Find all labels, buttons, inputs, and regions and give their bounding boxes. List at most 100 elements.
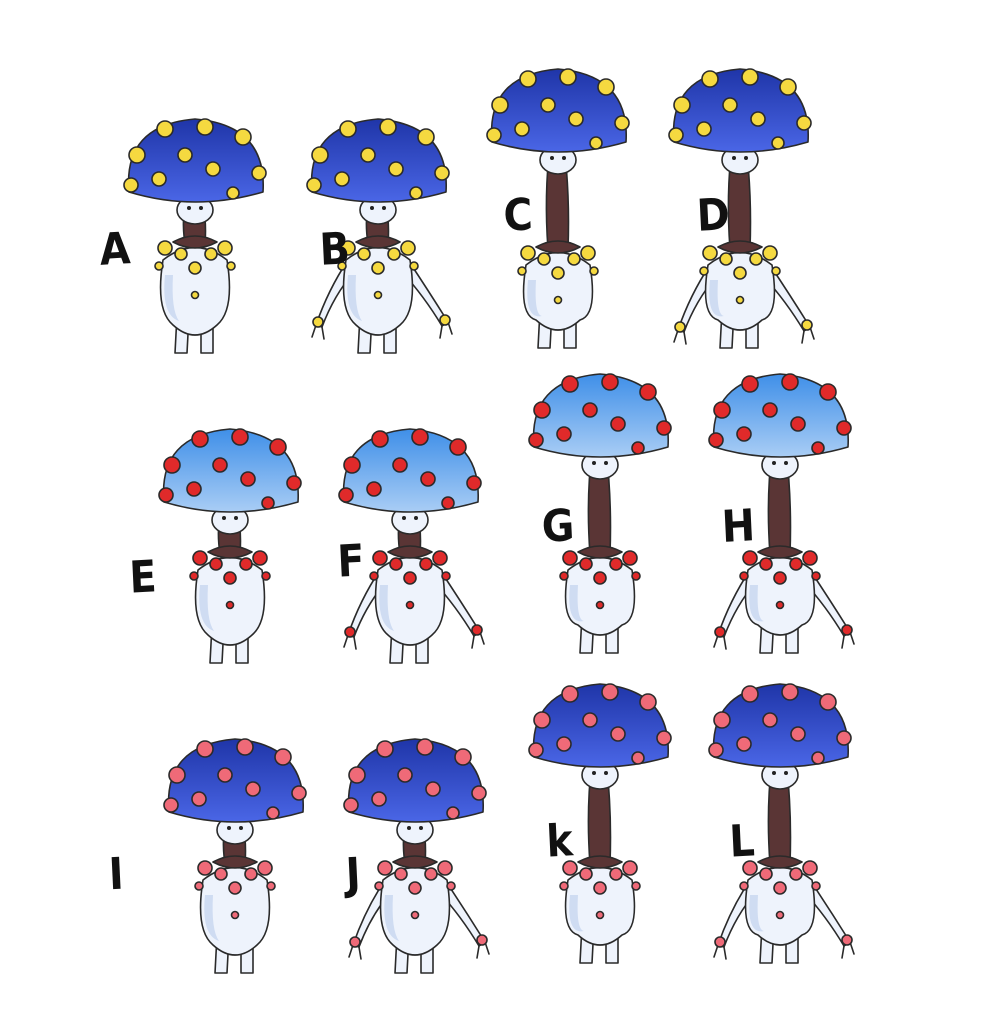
- cap-spot: [236, 738, 254, 756]
- cap-spot: [334, 171, 350, 187]
- arm-spot: [801, 319, 813, 331]
- eye: [414, 516, 418, 520]
- cap-spot: [556, 426, 572, 442]
- body-spot: [405, 600, 415, 610]
- variant-label: A: [98, 223, 132, 276]
- cap-spot: [156, 120, 174, 138]
- body-shade: [204, 895, 219, 941]
- creature: [708, 373, 855, 654]
- body-spot: [759, 867, 773, 881]
- cap-spot: [454, 748, 472, 766]
- collar: [717, 240, 763, 254]
- cap-spot: [762, 402, 778, 418]
- cap-spot: [360, 147, 376, 163]
- cap-spot: [466, 475, 482, 491]
- body-spot: [369, 571, 379, 581]
- cap-spot: [668, 127, 684, 143]
- collar: [355, 235, 401, 249]
- body-spot: [387, 247, 401, 261]
- cap-spot: [128, 146, 146, 164]
- variant-label: k: [545, 815, 574, 868]
- cap-spot: [371, 430, 389, 448]
- variant-label: C: [502, 189, 534, 242]
- cap-spot: [177, 147, 193, 163]
- body-spot: [189, 571, 199, 581]
- body-spot: [403, 571, 417, 585]
- cap-spot: [519, 70, 537, 88]
- body-spot: [773, 881, 787, 895]
- cap-spot: [836, 730, 852, 746]
- body-spot: [252, 550, 268, 566]
- cap-spot: [163, 797, 179, 813]
- collar: [757, 545, 803, 559]
- eye: [370, 206, 374, 210]
- body-spot: [580, 245, 596, 261]
- arm-spot: [349, 936, 361, 948]
- body-spot: [579, 557, 593, 571]
- variant-label: D: [695, 189, 731, 242]
- body-spot: [735, 295, 745, 305]
- cap-spot: [434, 165, 450, 181]
- cap-spot: [779, 78, 797, 96]
- cap-spot: [269, 438, 287, 456]
- cap-spot: [397, 767, 413, 783]
- body-spot: [239, 557, 253, 571]
- variant-figure: [660, 55, 820, 355]
- body-spot: [789, 867, 803, 881]
- cap-spot: [750, 111, 766, 127]
- body-spot: [357, 247, 371, 261]
- cap-spot: [556, 736, 572, 752]
- body-spot: [719, 252, 733, 266]
- variant-label: G: [540, 500, 576, 553]
- cap-spot: [597, 78, 615, 96]
- eye: [222, 516, 226, 520]
- cap-spot: [533, 401, 551, 419]
- cap-spot: [226, 186, 240, 200]
- body-spot: [373, 290, 383, 300]
- body-spot: [204, 247, 218, 261]
- cap-spot: [540, 97, 556, 113]
- cap-spot: [151, 171, 167, 187]
- variant-label: F: [336, 535, 366, 588]
- body-spot: [742, 860, 758, 876]
- cap-spot: [338, 487, 354, 503]
- cap-spot: [819, 383, 837, 401]
- cap-spot: [713, 401, 731, 419]
- body-spot: [702, 245, 718, 261]
- body-spot: [520, 245, 536, 261]
- body-spot: [622, 550, 638, 566]
- body-spot: [261, 571, 271, 581]
- cap-spot: [217, 767, 233, 783]
- arm-spot: [312, 316, 324, 328]
- cap-spot: [266, 806, 280, 820]
- arm-spot: [674, 321, 686, 333]
- cap-spot: [446, 806, 460, 820]
- cap-spot: [251, 165, 267, 181]
- creature: [306, 118, 453, 354]
- body-spot: [408, 881, 422, 895]
- body-spot: [437, 860, 453, 876]
- body-spot: [190, 290, 200, 300]
- body-spot: [446, 881, 456, 891]
- cap-spot: [582, 402, 598, 418]
- cap-spot: [371, 791, 387, 807]
- arm-spot: [344, 626, 356, 638]
- cap-spot: [696, 121, 712, 137]
- cap-spot: [240, 471, 256, 487]
- body-spot: [188, 261, 202, 275]
- creature: [158, 428, 302, 664]
- cap-spot: [790, 416, 806, 432]
- arm-spot: [439, 314, 451, 326]
- cap-spot: [306, 177, 322, 193]
- cap-spot: [348, 766, 366, 784]
- cap-spot: [790, 726, 806, 742]
- body-spot: [553, 295, 563, 305]
- arm-spot: [714, 626, 726, 638]
- variant-figure: [520, 360, 680, 660]
- cap-spot: [741, 685, 759, 703]
- cap-spot: [741, 375, 759, 393]
- eye: [407, 826, 411, 830]
- cap-spot: [762, 712, 778, 728]
- body-spot: [372, 550, 388, 566]
- cap-spot: [811, 441, 825, 455]
